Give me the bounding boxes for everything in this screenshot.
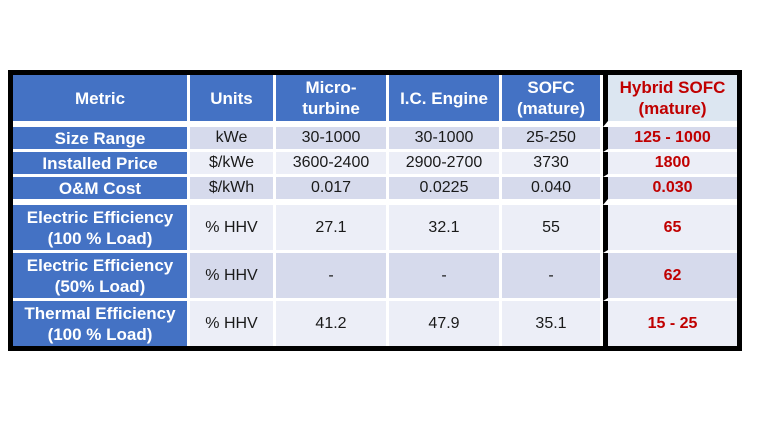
header-cell-hybrid-sofc: Hybrid SOFC (mature)	[603, 75, 737, 127]
value-cell-units: % HHV	[190, 301, 276, 346]
metric-label-line1: Thermal Efficiency	[24, 303, 176, 323]
value-cell-hybrid-sofc: 62	[603, 253, 737, 301]
value-cell-hybrid-sofc: 1800	[603, 152, 737, 177]
value-cell-microturbine: -	[276, 253, 389, 301]
metric-label-line1: Size Range	[54, 128, 146, 148]
row-electric-efficiency-100: Electric Efficiency (100 % Load) % HHV 2…	[13, 205, 737, 253]
value-cell-units: $/kWh	[190, 177, 276, 205]
header-label: Metric	[74, 88, 126, 108]
header-row: Metric Units Micro- turbine I.C. Engine …	[13, 75, 737, 127]
header-cell-metric: Metric	[13, 75, 190, 127]
value-cell-sofc: 3730	[502, 152, 603, 177]
header-label-line2: (mature)	[516, 99, 585, 118]
value-cell-sofc: -	[502, 253, 603, 301]
comparison-table: Metric Units Micro- turbine I.C. Engine …	[8, 70, 742, 351]
header-label: Hybrid SOFC	[619, 78, 726, 97]
value-cell-microturbine: 30-1000	[276, 127, 389, 152]
header-label-line2: (mature)	[638, 99, 707, 118]
value-cell-units: kWe	[190, 127, 276, 152]
value-cell-sofc: 35.1	[502, 301, 603, 346]
header-label: SOFC	[527, 78, 575, 97]
metric-label: Thermal Efficiency (100 % Load)	[13, 301, 190, 346]
value-cell-microturbine: 27.1	[276, 205, 389, 253]
header-cell-units: Units	[190, 75, 276, 127]
value-cell-microturbine: 0.017	[276, 177, 389, 205]
metric-label-line1: Installed Price	[42, 153, 158, 173]
value-cell-sofc: 0.040	[502, 177, 603, 205]
metric-label-line1: O&M Cost	[58, 178, 142, 198]
metric-label-line2: (100 % Load)	[47, 228, 153, 248]
value-cell-hybrid-sofc: 15 - 25	[603, 301, 737, 346]
value-cell-sofc: 25-250	[502, 127, 603, 152]
value-cell-ic-engine: -	[389, 253, 502, 301]
row-electric-efficiency-50: Electric Efficiency (50% Load) % HHV - -…	[13, 253, 737, 301]
metric-label: O&M Cost	[13, 177, 190, 205]
value-cell-units: % HHV	[190, 205, 276, 253]
metric-label: Electric Efficiency (50% Load)	[13, 253, 190, 301]
row-installed-price: Installed Price $/kWe 3600-2400 2900-270…	[13, 152, 737, 177]
value-cell-microturbine: 3600-2400	[276, 152, 389, 177]
metric-label: Electric Efficiency (100 % Load)	[13, 205, 190, 253]
row-thermal-efficiency: Thermal Efficiency (100 % Load) % HHV 41…	[13, 301, 737, 346]
value-cell-hybrid-sofc: 65	[603, 205, 737, 253]
header-cell-microturbine: Micro- turbine	[276, 75, 389, 127]
metric-label-line2: (50% Load)	[54, 276, 146, 296]
value-cell-hybrid-sofc: 125 - 1000	[603, 127, 737, 152]
value-cell-units: $/kWe	[190, 152, 276, 177]
value-cell-ic-engine: 0.0225	[389, 177, 502, 205]
header-label: I.C. Engine	[400, 88, 488, 108]
value-cell-ic-engine: 32.1	[389, 205, 502, 253]
metric-label-line1: Electric Efficiency	[26, 255, 174, 275]
value-cell-ic-engine: 2900-2700	[389, 152, 502, 177]
header-label: Micro-	[305, 78, 357, 97]
header-label-line2: turbine	[302, 99, 360, 118]
header-cell-ic-engine: I.C. Engine	[389, 75, 502, 127]
value-cell-ic-engine: 30-1000	[389, 127, 502, 152]
metric-label-line1: Electric Efficiency	[26, 207, 174, 227]
value-cell-ic-engine: 47.9	[389, 301, 502, 346]
row-om-cost: O&M Cost $/kWh 0.017 0.0225 0.040 0.030	[13, 177, 737, 205]
value-cell-microturbine: 41.2	[276, 301, 389, 346]
metric-label: Size Range	[13, 127, 190, 152]
row-size-range: Size Range kWe 30-1000 30-1000 25-250 12…	[13, 127, 737, 152]
value-cell-hybrid-sofc: 0.030	[603, 177, 737, 205]
header-label: Units	[210, 88, 253, 108]
metric-label: Installed Price	[13, 152, 190, 177]
header-cell-sofc: SOFC (mature)	[502, 75, 603, 127]
metric-label-line2: (100 % Load)	[47, 324, 153, 344]
value-cell-units: % HHV	[190, 253, 276, 301]
value-cell-sofc: 55	[502, 205, 603, 253]
